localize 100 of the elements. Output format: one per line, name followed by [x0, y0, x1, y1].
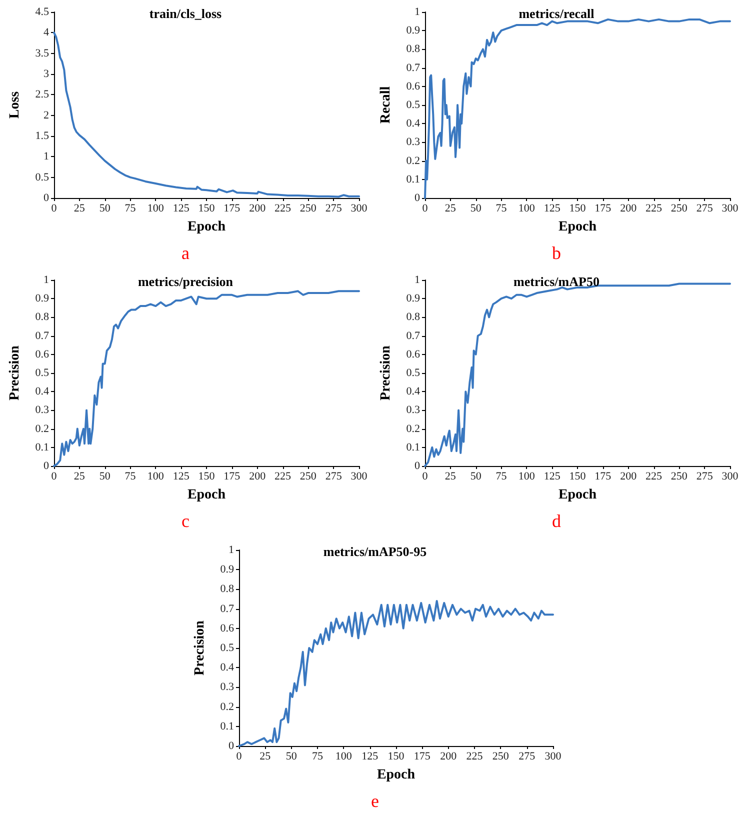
y-tick-label: 1 — [44, 274, 49, 286]
x-axis-title: Epoch — [187, 220, 226, 234]
x-tick-label: 175 — [414, 750, 431, 762]
x-tick-label: 275 — [325, 202, 342, 214]
y-tick-label: 0.4 — [220, 662, 234, 674]
x-axis-title: Epoch — [187, 488, 226, 502]
x-tick-label: 225 — [646, 470, 662, 482]
y-tick-label: 0.7 — [406, 62, 420, 74]
y-tick-label: 0.1 — [406, 173, 420, 186]
text: d — [552, 511, 561, 531]
y-tick-label: 1.5 — [35, 130, 50, 142]
x-tick-label: 25 — [74, 202, 86, 214]
y-tick-label: 0.6 — [35, 348, 50, 360]
x-tick-label: 175 — [224, 470, 241, 482]
x-tick-label: 25 — [444, 202, 456, 214]
x-tick-label: 250 — [670, 202, 688, 214]
y-axis-title: Precision — [192, 620, 208, 676]
x-tick-label: 250 — [300, 202, 317, 214]
x-tick-label: 75 — [124, 470, 136, 482]
x-tick-label: 275 — [325, 470, 342, 482]
x-tick-label: 300 — [544, 750, 562, 762]
y-tick-label: 0.8 — [35, 311, 50, 324]
x-tick-label: 25 — [74, 470, 86, 482]
y-tick-label: 0.1 — [35, 441, 49, 454]
x-tick-label: 50 — [286, 750, 298, 762]
y-tick-label: 0 — [414, 192, 420, 204]
x-tick-label: 100 — [147, 470, 164, 482]
x-tick-label: 150 — [198, 202, 216, 214]
y-tick-label: 0.4 — [35, 386, 50, 398]
y-tick-label: 0.6 — [406, 348, 420, 360]
x-tick-label: 150 — [198, 470, 216, 482]
text: a — [182, 243, 190, 263]
x-tick-label: 50 — [99, 202, 111, 214]
y-tick-label: 0.3 — [406, 136, 420, 148]
y-tick-label: 0.9 — [35, 292, 50, 305]
y-tick-label: 0 — [414, 460, 420, 472]
y-tick-label: 0.8 — [406, 43, 420, 56]
y-tick-label: 0.5 — [35, 367, 50, 379]
y-tick-label: 0 — [228, 740, 234, 752]
y-tick-label: 3.5 — [35, 47, 50, 60]
y-tick-label: 1 — [228, 544, 234, 556]
x-tick-label: 50 — [470, 202, 482, 214]
x-tick-label: 175 — [594, 470, 612, 482]
y-tick-label: 0.8 — [220, 583, 234, 596]
x-tick-label: 175 — [594, 202, 612, 214]
y-tick-label: 0.5 — [220, 642, 234, 654]
y-tick-label: 0.3 — [220, 681, 234, 694]
x-tick-label: 225 — [274, 202, 292, 214]
x-tick-label: 25 — [444, 470, 456, 482]
x-tick-label: 100 — [335, 750, 352, 762]
x-tick-label: 50 — [99, 470, 111, 482]
y-tick-label: 0.4 — [406, 386, 420, 398]
y-tick-label: 4 — [44, 26, 50, 39]
x-tick-label: 200 — [620, 470, 638, 482]
y-axis-title: Precision — [8, 345, 22, 400]
y-tick-label: 0.9 — [220, 564, 234, 576]
x-tick-label: 25 — [260, 750, 272, 762]
x-tick-label: 300 — [350, 202, 368, 214]
y-tick-label: 0.5 — [406, 367, 420, 379]
y-tick-label: 2 — [44, 109, 49, 122]
y-tick-label: 0.3 — [406, 404, 420, 416]
x-tick-label: 250 — [670, 470, 688, 482]
x-axis-title: Epoch — [376, 768, 416, 782]
y-tick-label: 0 — [44, 460, 50, 472]
y-tick-label: 0.7 — [35, 330, 50, 342]
x-axis-title: Epoch — [558, 488, 597, 502]
x-tick-label: 75 — [124, 202, 136, 214]
x-tick-label: 200 — [440, 750, 458, 762]
x-axis-title: Epoch — [558, 220, 597, 234]
x-tick-label: 225 — [466, 750, 484, 762]
x-tick-label: 125 — [362, 750, 379, 762]
x-tick-label: 125 — [172, 202, 190, 214]
y-tick-label: 0.5 — [35, 171, 50, 184]
x-tick-label: 250 — [492, 750, 510, 762]
x-tick-label: 150 — [388, 750, 405, 762]
x-tick-label: 0 — [236, 750, 242, 762]
x-tick-label: 0 — [51, 202, 58, 214]
x-tick-label: 275 — [518, 750, 536, 762]
text: c — [182, 511, 190, 531]
y-tick-label: 0.2 — [406, 422, 420, 435]
y-tick-label: 0.1 — [406, 441, 420, 454]
y-axis-title: Precision — [378, 345, 394, 400]
chart-title: metrics/mAP50-95 — [323, 544, 428, 559]
y-tick-label: 4.5 — [35, 6, 50, 18]
y-tick-label: 0.1 — [220, 720, 234, 732]
x-tick-label: 200 — [249, 470, 266, 482]
x-tick-label: 275 — [696, 202, 714, 214]
x-tick-label: 0 — [422, 202, 428, 214]
y-tick-label: 0.9 — [406, 292, 420, 305]
x-tick-label: 300 — [722, 202, 739, 214]
x-tick-label: 50 — [470, 470, 482, 482]
chart-title: metrics/precision — [138, 274, 234, 289]
y-tick-label: 1 — [44, 150, 49, 163]
x-tick-label: 75 — [496, 202, 508, 214]
x-tick-label: 250 — [300, 470, 317, 482]
x-tick-label: 100 — [147, 202, 164, 214]
text: b — [552, 243, 561, 263]
y-tick-label: 0.9 — [406, 24, 420, 37]
y-tick-label: 0.6 — [406, 80, 420, 92]
x-tick-label: 150 — [569, 202, 586, 214]
